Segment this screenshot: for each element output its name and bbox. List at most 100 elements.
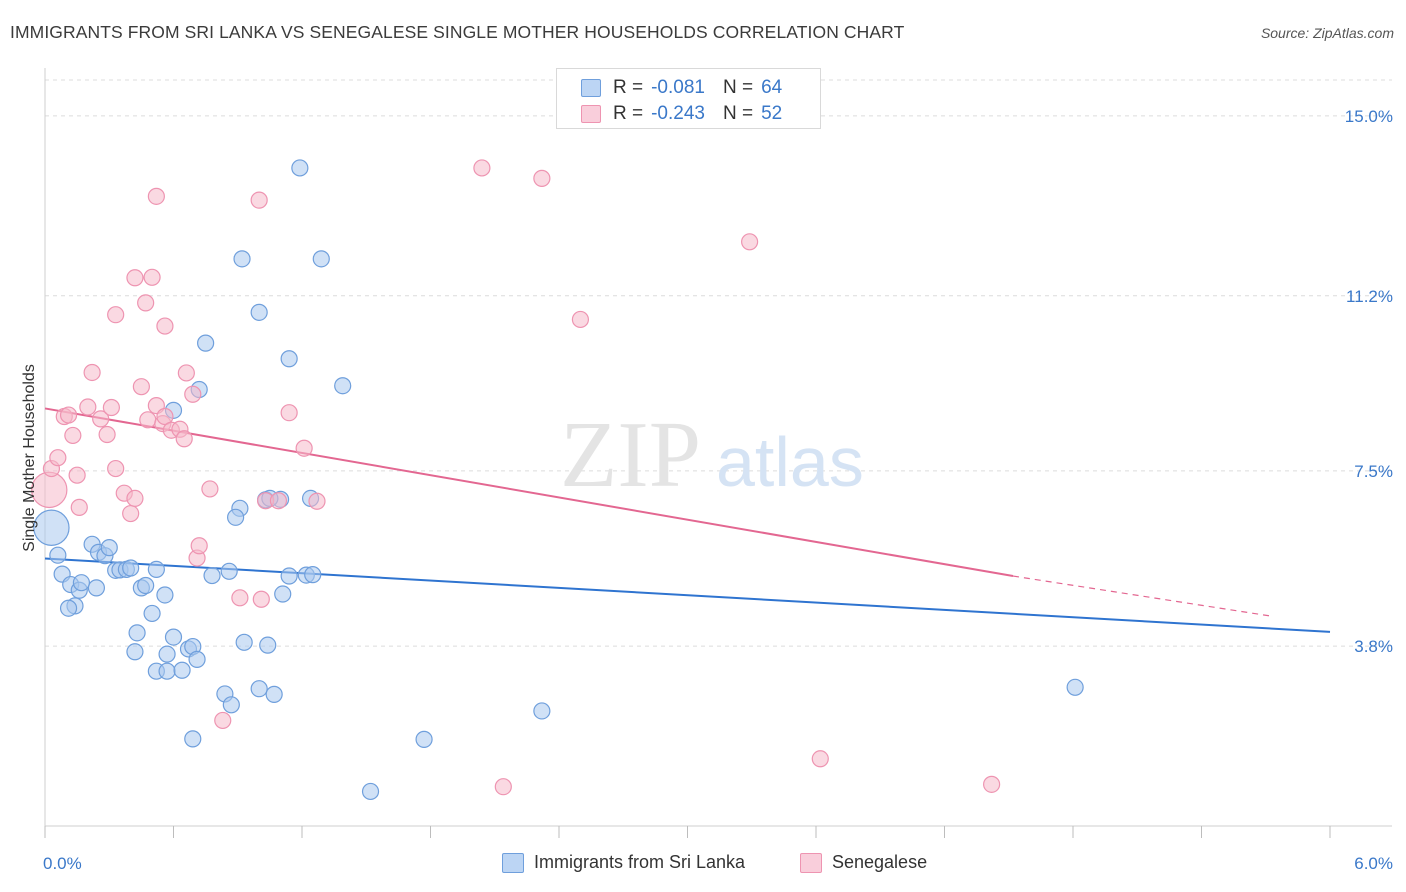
sri-lanka-point: [122, 559, 140, 577]
sri-lanka-point: [188, 650, 206, 668]
series-legend: Immigrants from Sri Lanka Senegalese: [0, 852, 1406, 878]
sri-lanka-point: [304, 566, 322, 584]
senegalese-point: [250, 191, 268, 209]
sri-lanka-point: [233, 250, 251, 268]
senegalese-point: [137, 294, 155, 312]
sri-lanka-point: [158, 645, 176, 663]
senegalese-point: [201, 480, 219, 498]
watermark-atlas: atlas: [716, 423, 864, 501]
legend-item-sri-lanka[interactable]: Immigrants from Sri Lanka: [502, 852, 745, 873]
senegalese-point: [295, 439, 313, 457]
senegalese-point: [156, 317, 174, 335]
senegalese-point: [102, 398, 120, 417]
senegalese-trend-extension: [1012, 575, 1273, 617]
senegalese-point: [741, 233, 759, 251]
sri-lanka-point: [184, 730, 202, 748]
sri-lanka-point: [197, 334, 215, 352]
senegalese-point: [269, 492, 288, 510]
legend-swatch-pink: [581, 105, 601, 123]
legend-r-value: -0.243: [651, 103, 705, 124]
sri-lanka-point: [147, 560, 165, 579]
legend-swatch-blue: [581, 79, 601, 97]
sri-lanka-point: [265, 685, 283, 703]
senegalese-point: [59, 406, 78, 424]
senegalese-point: [132, 378, 150, 396]
legend-n-label: N =: [722, 77, 754, 98]
legend-row-sri-lanka: R = -0.081 N = 64: [581, 77, 782, 99]
chart-source: Source: ZipAtlas.com: [1260, 25, 1394, 41]
legend-n-value: 52: [761, 103, 783, 124]
senegalese-point: [190, 537, 208, 555]
senegalese-point: [147, 187, 165, 205]
senegalese-point: [122, 504, 140, 523]
senegalese-point: [64, 426, 82, 445]
senegalese-point: [231, 589, 249, 607]
senegalese-point: [126, 489, 144, 507]
senegalese-point: [107, 306, 125, 324]
senegalese-point: [308, 492, 326, 510]
sri-lanka-point: [334, 377, 352, 395]
sri-lanka-point: [250, 680, 268, 698]
sri-lanka-point: [49, 546, 67, 564]
senegalese-point: [811, 750, 829, 768]
sri-lanka-point: [126, 643, 144, 661]
trend-lines: [44, 407, 1331, 633]
senegalese-point: [473, 159, 491, 177]
sri-lanka-point: [227, 508, 245, 526]
y-tick-label: 11.2%: [1346, 287, 1393, 306]
senegalese-point: [494, 778, 512, 796]
sri-lanka-point: [220, 562, 238, 580]
data-points: [31, 159, 1084, 801]
senegalese-point: [983, 775, 1001, 793]
senegalese-point: [143, 268, 161, 286]
senegalese-point: [571, 310, 590, 329]
senegalese-point: [252, 590, 270, 608]
grid-lines: [45, 79, 1392, 647]
sri-lanka-point: [59, 599, 78, 617]
legend-swatch-blue: [502, 852, 524, 873]
y-tick-label: 15.0%: [1345, 107, 1393, 126]
sri-lanka-point: [280, 567, 298, 585]
sri-lanka-point: [259, 636, 277, 654]
sri-lanka-point: [312, 250, 330, 268]
sri-lanka-point: [87, 579, 106, 597]
y-tick-label: 7.5%: [1354, 462, 1393, 481]
y-tick-label: 3.8%: [1354, 637, 1393, 656]
sri-lanka-point: [361, 782, 380, 801]
senegalese-point: [139, 411, 157, 429]
senegalese-point: [156, 407, 174, 426]
sri-lanka-point: [143, 604, 161, 623]
sri-lanka-point: [1066, 678, 1084, 696]
sri-lanka-point: [203, 566, 221, 585]
sri-lanka-point: [235, 633, 253, 651]
tick-labels: 3.8% 7.5% 11.2% 15.0% 0.0% 6.0%: [43, 107, 1393, 873]
senegalese-point: [79, 398, 97, 416]
senegalese-point: [533, 169, 551, 187]
stats-legend: R = -0.081 N = 64 R = -0.243 N = 52: [556, 68, 821, 129]
watermark-zip: ZIP: [560, 403, 701, 507]
legend-item-label: Senegalese: [832, 852, 928, 872]
senegalese-point: [280, 404, 298, 422]
sri-lanka-point: [280, 350, 298, 368]
legend-row-senegalese: R = -0.243 N = 52: [581, 103, 782, 125]
senegalese-point: [83, 363, 101, 382]
x-tick-label: 6.0%: [1354, 854, 1393, 873]
sri-lanka-point: [137, 576, 155, 595]
sri-lanka-point: [156, 586, 174, 604]
y-axis-label: Single Mother Households: [21, 364, 38, 552]
senegalese-point: [49, 449, 67, 467]
sri-lanka-point: [291, 159, 309, 177]
senegalese-point: [177, 364, 195, 382]
x-tick-label: 0.0%: [43, 854, 82, 873]
senegalese-point: [214, 711, 232, 730]
sri-lanka-point: [415, 730, 433, 748]
senegalese-point: [184, 385, 202, 403]
senegalese-point: [126, 269, 144, 287]
senegalese-point: [68, 466, 86, 484]
senegalese-point: [92, 410, 110, 428]
chart-title: IMMIGRANTS FROM SRI LANKA VS SENEGALESE …: [10, 22, 905, 42]
senegalese-point: [98, 425, 116, 444]
senegalese-point: [175, 430, 193, 448]
legend-item-senegalese[interactable]: Senegalese: [800, 852, 927, 873]
